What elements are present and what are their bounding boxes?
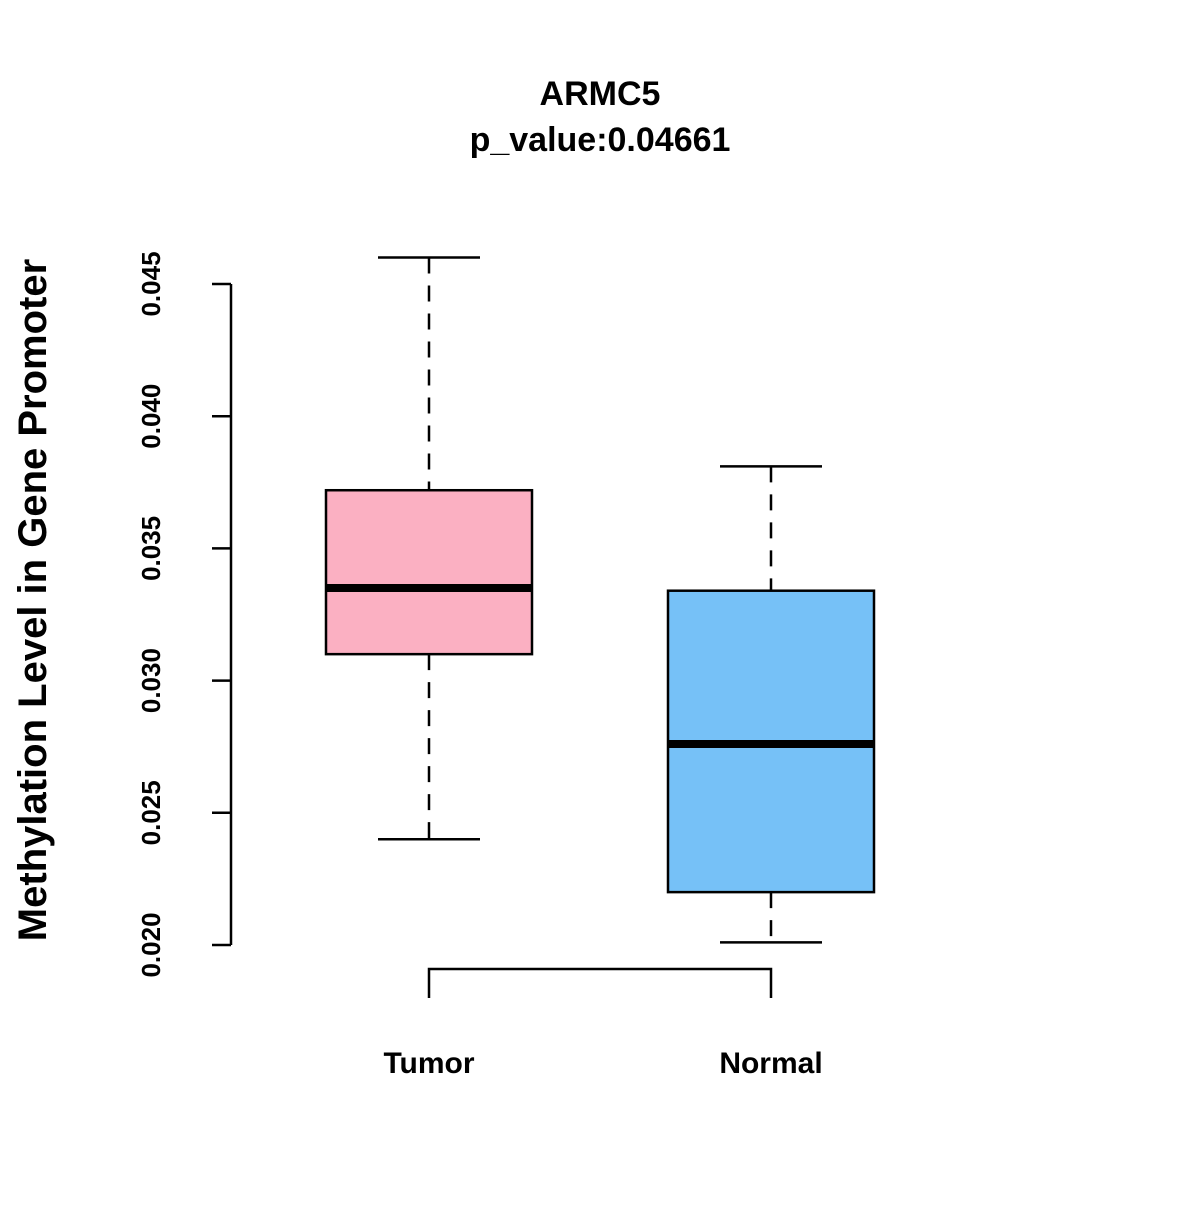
y-axis-label: Methylation Level in Gene Promoter	[11, 259, 55, 941]
y-tick-label: 0.035	[136, 516, 166, 581]
y-tick-label: 0.040	[136, 384, 166, 449]
x-tick-label: Normal	[719, 1047, 822, 1080]
box-tumor	[324, 488, 534, 656]
x-tick-label: Tumor	[383, 1047, 474, 1080]
y-tick-label: 0.045	[136, 251, 166, 316]
comparison-bracket	[427, 967, 773, 998]
chart-subtitle: p_value:0.04661	[470, 121, 731, 159]
y-tick-label: 0.020	[136, 912, 166, 977]
y-tick-label: 0.030	[136, 648, 166, 713]
chart-title: ARMC5	[540, 75, 661, 113]
y-tick-label: 0.025	[136, 780, 166, 845]
